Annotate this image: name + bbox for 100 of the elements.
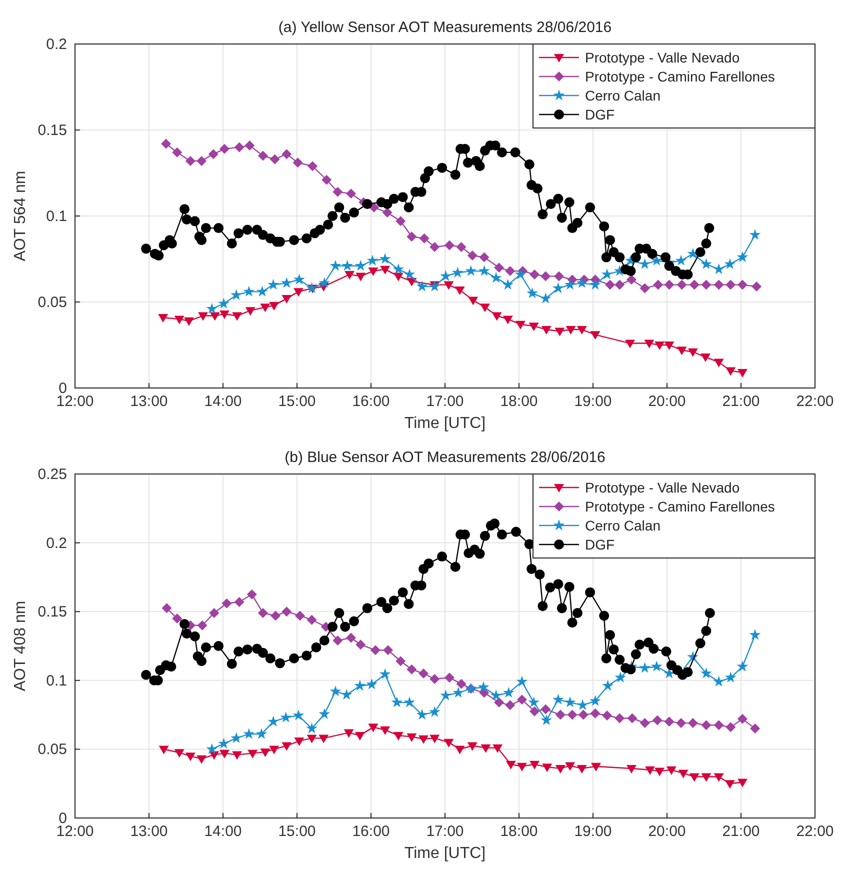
- point: [396, 656, 406, 666]
- point: [752, 282, 762, 292]
- point: [452, 266, 464, 278]
- point: [416, 708, 428, 720]
- point: [243, 728, 255, 739]
- point: [505, 266, 516, 276]
- point: [601, 268, 613, 280]
- point: [540, 271, 551, 282]
- point: [540, 704, 551, 714]
- point: [308, 161, 318, 172]
- point: [383, 645, 394, 656]
- point: [270, 610, 281, 621]
- point: [456, 242, 466, 252]
- point: [664, 280, 674, 290]
- legend-label: Prototype - Valle Nevado: [585, 480, 740, 496]
- point: [256, 286, 268, 297]
- point: [282, 606, 292, 617]
- y-tick-label: 0.05: [38, 294, 67, 311]
- point: [578, 710, 588, 720]
- point: [714, 358, 724, 368]
- point: [726, 722, 736, 732]
- point: [393, 732, 404, 740]
- point: [555, 764, 566, 774]
- point: [468, 296, 478, 306]
- point: [354, 680, 366, 691]
- point: [650, 254, 662, 266]
- point: [248, 750, 258, 758]
- point: [502, 686, 514, 698]
- point: [724, 258, 736, 269]
- point: [614, 280, 625, 290]
- y-tick-label: 0.1: [46, 672, 67, 690]
- point: [675, 254, 687, 266]
- point: [330, 260, 342, 271]
- y-tick-label: 0.15: [38, 122, 67, 139]
- point: [494, 262, 504, 273]
- point: [726, 280, 736, 290]
- x-axis-title: Time [UTC]: [404, 845, 486, 862]
- legend-label: Prototype - Camino Farellones: [585, 498, 775, 514]
- x-tick-label: 21:00: [722, 823, 760, 840]
- point: [172, 613, 182, 624]
- x-tick-label: 22:00: [796, 393, 834, 410]
- point: [380, 266, 390, 274]
- point: [258, 150, 268, 161]
- x-tick-label: 15:00: [278, 823, 316, 840]
- point: [342, 260, 353, 271]
- x-tick-label: 18:00: [500, 393, 538, 410]
- point: [354, 260, 366, 271]
- x-tick-label: 15:00: [278, 393, 316, 410]
- point: [430, 734, 440, 744]
- point: [404, 268, 416, 280]
- point: [590, 695, 601, 706]
- legend-label: Prototype - Valle Nevado: [585, 50, 740, 66]
- point: [366, 678, 378, 690]
- point: [736, 251, 748, 262]
- point: [640, 283, 650, 294]
- y-tick-label: 0.05: [38, 741, 67, 758]
- point: [542, 764, 552, 772]
- point: [368, 268, 378, 276]
- point: [196, 156, 207, 166]
- point: [430, 674, 440, 684]
- point: [554, 328, 565, 336]
- point: [490, 690, 502, 700]
- point: [206, 302, 218, 314]
- point: [392, 263, 404, 274]
- point: [650, 660, 662, 672]
- point: [356, 272, 366, 282]
- point: [590, 708, 600, 718]
- point: [306, 614, 317, 625]
- point: [344, 729, 354, 738]
- point: [564, 278, 576, 290]
- point: [576, 699, 588, 710]
- point: [294, 610, 305, 621]
- point: [440, 690, 452, 700]
- point: [644, 766, 655, 775]
- point: [516, 676, 528, 687]
- point: [419, 233, 430, 244]
- point: [219, 750, 230, 758]
- point: [676, 718, 686, 728]
- point: [282, 149, 292, 160]
- point: [380, 726, 390, 735]
- point: [737, 369, 748, 378]
- point: [639, 662, 650, 673]
- point: [602, 680, 614, 691]
- point: [736, 660, 748, 672]
- point: [516, 762, 527, 772]
- point: [344, 270, 355, 280]
- point: [639, 258, 650, 269]
- point: [688, 718, 698, 728]
- point: [653, 280, 664, 290]
- point: [576, 326, 587, 335]
- point: [356, 640, 366, 650]
- x-tick-label: 18:00: [500, 823, 538, 840]
- point: [393, 272, 404, 282]
- point: [158, 314, 168, 322]
- point: [258, 608, 268, 618]
- legend-label: Prototype - Camino Farellones: [585, 68, 775, 84]
- point: [688, 348, 698, 357]
- point: [528, 696, 540, 708]
- point: [701, 280, 712, 290]
- point: [161, 138, 172, 149]
